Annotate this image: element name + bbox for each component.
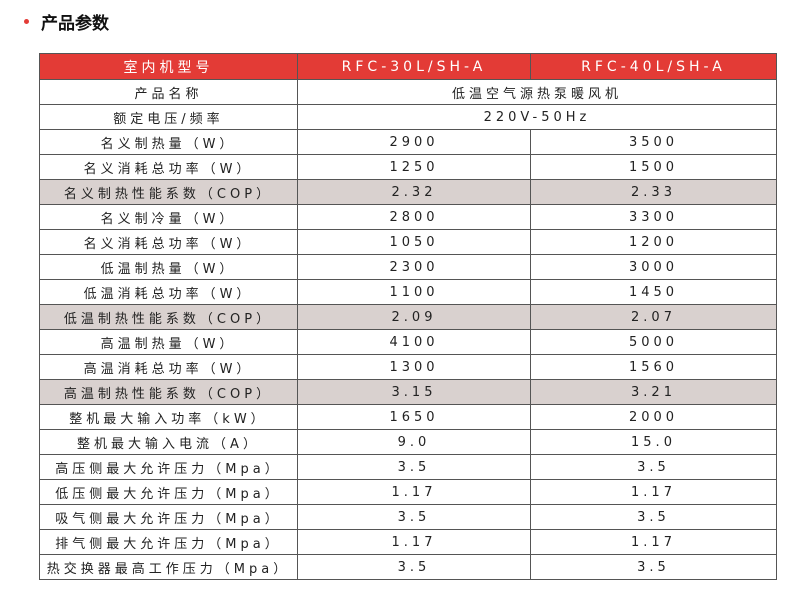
row-value-model-1: 4100 xyxy=(297,329,531,355)
table-row-voltage: 额定电压/频率 220V-50Hz xyxy=(39,104,777,130)
row-label: 整机最大输入功率（kW） xyxy=(39,404,298,430)
row-value-model-2: 1.17 xyxy=(530,529,777,555)
row-value-model-2: 1200 xyxy=(530,229,777,255)
row-label: 低温制热性能系数（COP） xyxy=(39,304,298,330)
row-value-model-1: 3.5 xyxy=(297,504,531,530)
row-label: 高压侧最大允许压力（Mpa） xyxy=(39,454,298,480)
row-label: 低压侧最大允许压力（Mpa） xyxy=(39,479,298,505)
header-model-2: RFC-40L/SH-A xyxy=(530,53,777,80)
row-value-model-2: 2.07 xyxy=(530,304,777,330)
row-value: 220V-50Hz xyxy=(297,104,777,130)
row-value: 低温空气源热泵暖风机 xyxy=(297,79,777,105)
row-value-model-1: 2.09 xyxy=(297,304,531,330)
row-label: 名义制热量（W） xyxy=(39,129,298,155)
row-value-model-1: 2300 xyxy=(297,254,531,280)
row-value-model-1: 1050 xyxy=(297,229,531,255)
table-row: 低温制热量（W） 2300 3000 xyxy=(39,254,777,280)
header-label: 室内机型号 xyxy=(39,53,298,80)
row-value-model-2: 3.5 xyxy=(530,504,777,530)
row-value-model-1: 2.32 xyxy=(297,179,531,205)
row-label: 低温制热量（W） xyxy=(39,254,298,280)
row-value-model-1: 2900 xyxy=(297,129,531,155)
row-value-model-2: 1450 xyxy=(530,279,777,305)
table-row: 高压侧最大允许压力（Mpa） 3.5 3.5 xyxy=(39,454,777,480)
header-model-1: RFC-30L/SH-A xyxy=(297,53,531,80)
table-row: 名义制热性能系数（COP） 2.32 2.33 xyxy=(39,179,777,205)
row-value-model-1: 1300 xyxy=(297,354,531,380)
row-label: 名义制热性能系数（COP） xyxy=(39,179,298,205)
section-title: 产品参数 xyxy=(41,14,109,34)
table-row-product-name: 产品名称 低温空气源热泵暖风机 xyxy=(39,79,777,105)
row-value-model-2: 5000 xyxy=(530,329,777,355)
row-label: 名义消耗总功率（W） xyxy=(39,229,298,255)
row-label: 名义制冷量（W） xyxy=(39,204,298,230)
table-row: 整机最大输入功率（kW） 1650 2000 xyxy=(39,404,777,430)
row-label: 低温消耗总功率（W） xyxy=(39,279,298,305)
row-value-model-2: 1560 xyxy=(530,354,777,380)
row-value-model-1: 3.5 xyxy=(297,554,531,580)
table-row: 整机最大输入电流（A） 9.0 15.0 xyxy=(39,429,777,455)
table-row: 低温制热性能系数（COP） 2.09 2.07 xyxy=(39,304,777,330)
table-header-row: 室内机型号 RFC-30L/SH-A RFC-40L/SH-A xyxy=(39,53,777,80)
table-row: 名义消耗总功率（W） 1050 1200 xyxy=(39,229,777,255)
row-value-model-2: 3300 xyxy=(530,204,777,230)
row-value-model-2: 15.0 xyxy=(530,429,777,455)
table-row: 名义制冷量（W） 2800 3300 xyxy=(39,204,777,230)
table-row: 名义消耗总功率（W） 1250 1500 xyxy=(39,154,777,180)
row-value-model-1: 1650 xyxy=(297,404,531,430)
row-label: 吸气侧最大允许压力（Mpa） xyxy=(39,504,298,530)
row-label: 额定电压/频率 xyxy=(39,104,298,130)
row-value-model-1: 9.0 xyxy=(297,429,531,455)
row-value-model-2: 1500 xyxy=(530,154,777,180)
row-value-model-1: 3.5 xyxy=(297,454,531,480)
row-label: 高温消耗总功率（W） xyxy=(39,354,298,380)
row-value-model-1: 2800 xyxy=(297,204,531,230)
row-label: 热交换器最高工作压力（Mpa） xyxy=(39,554,298,580)
table-row: 高温消耗总功率（W） 1300 1560 xyxy=(39,354,777,380)
row-value-model-2: 3000 xyxy=(530,254,777,280)
row-label: 产品名称 xyxy=(39,79,298,105)
table-row: 高温制热量（W） 4100 5000 xyxy=(39,329,777,355)
table-row: 低温消耗总功率（W） 1100 1450 xyxy=(39,279,777,305)
table-row: 低压侧最大允许压力（Mpa） 1.17 1.17 xyxy=(39,479,777,505)
row-value-model-1: 1.17 xyxy=(297,479,531,505)
row-value-model-2: 1.17 xyxy=(530,479,777,505)
row-value-model-2: 3500 xyxy=(530,129,777,155)
row-value-model-1: 1250 xyxy=(297,154,531,180)
row-value-model-2: 3.5 xyxy=(530,454,777,480)
row-label: 名义消耗总功率（W） xyxy=(39,154,298,180)
row-label: 高温制热量（W） xyxy=(39,329,298,355)
section-heading: 产品参数 xyxy=(22,9,109,34)
row-value-model-1: 1100 xyxy=(297,279,531,305)
row-value-model-1: 3.15 xyxy=(297,379,531,405)
table-row: 排气侧最大允许压力（Mpa） 1.17 1.17 xyxy=(39,529,777,555)
row-label: 整机最大输入电流（A） xyxy=(39,429,298,455)
row-value-model-2: 2.33 xyxy=(530,179,777,205)
row-value-model-1: 1.17 xyxy=(297,529,531,555)
table-row: 名义制热量（W） 2900 3500 xyxy=(39,129,777,155)
row-value-model-2: 3.21 xyxy=(530,379,777,405)
row-label: 排气侧最大允许压力（Mpa） xyxy=(39,529,298,555)
table-row: 热交换器最高工作压力（Mpa） 3.5 3.5 xyxy=(39,554,777,580)
table-row: 高温制热性能系数（COP） 3.15 3.21 xyxy=(39,379,777,405)
row-label: 高温制热性能系数（COP） xyxy=(39,379,298,405)
table-row: 吸气侧最大允许压力（Mpa） 3.5 3.5 xyxy=(39,504,777,530)
product-parameters-table: 室内机型号 RFC-30L/SH-A RFC-40L/SH-A 产品名称 低温空… xyxy=(39,53,777,580)
row-value-model-2: 3.5 xyxy=(530,554,777,580)
row-value-model-2: 2000 xyxy=(530,404,777,430)
bullet-dot-icon xyxy=(24,19,29,24)
